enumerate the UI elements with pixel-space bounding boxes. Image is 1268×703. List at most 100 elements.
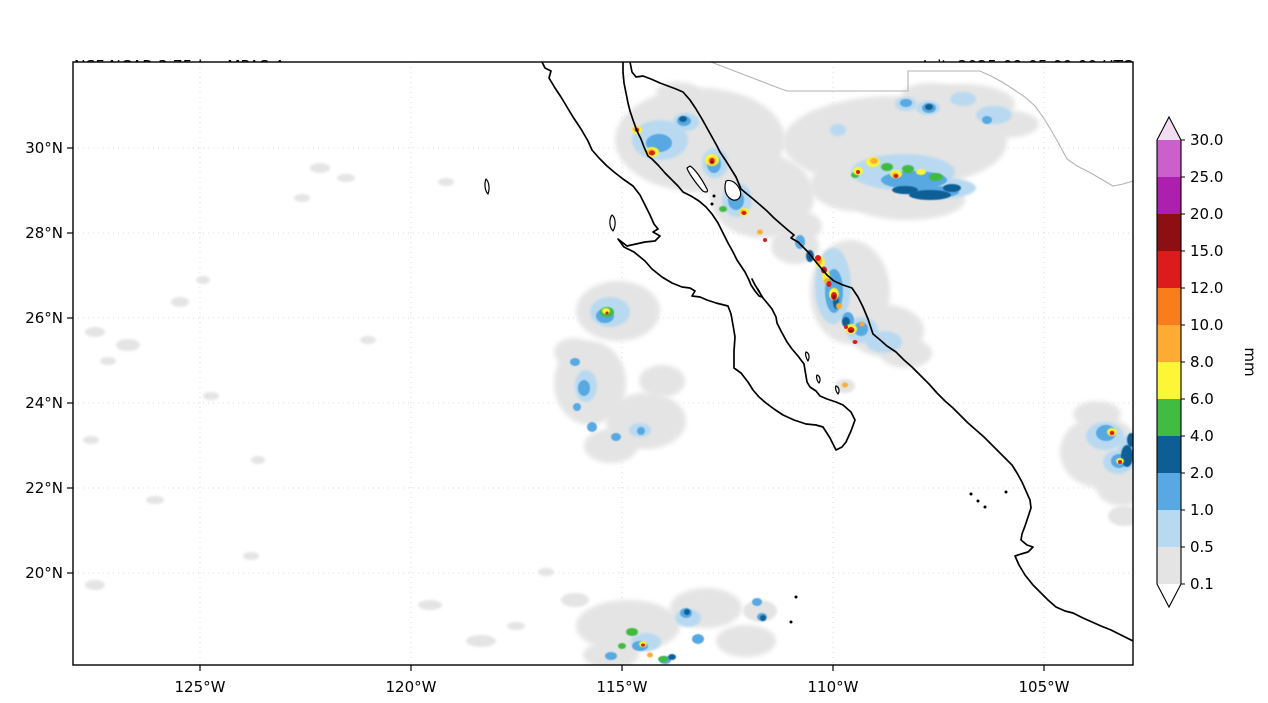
precip-blob bbox=[856, 170, 860, 174]
island-outline bbox=[686, 165, 709, 193]
y-tick-label: 20°N bbox=[25, 564, 63, 582]
precip-blob bbox=[741, 211, 747, 215]
y-tick-label: 28°N bbox=[25, 224, 63, 242]
precip-blob bbox=[584, 429, 638, 463]
precip-blob bbox=[360, 336, 376, 344]
precip-blob bbox=[438, 178, 454, 186]
island-outline bbox=[724, 179, 742, 201]
precip-blob bbox=[679, 116, 687, 122]
colorbar-under-arrow bbox=[1157, 584, 1181, 607]
islet-dot bbox=[969, 492, 973, 496]
precip-blob bbox=[658, 656, 668, 662]
precip-blob bbox=[1108, 506, 1133, 526]
precip-blob bbox=[826, 281, 832, 287]
precip-blob bbox=[656, 82, 700, 102]
precip-blob bbox=[900, 99, 912, 107]
y-tick-label: 26°N bbox=[25, 309, 63, 327]
colorbar-tick-label: 0.5 bbox=[1190, 538, 1214, 556]
island-outline bbox=[805, 351, 810, 362]
colorbar-segment bbox=[1157, 251, 1181, 289]
y-tick-label: 22°N bbox=[25, 479, 63, 497]
island-outline bbox=[609, 214, 616, 232]
precip-blob bbox=[760, 615, 766, 621]
precip-blob bbox=[866, 331, 902, 353]
precip-blob bbox=[243, 552, 259, 560]
precip-blob bbox=[950, 92, 976, 106]
colorbar-tick-label: 30.0 bbox=[1190, 131, 1223, 149]
colorbar-segment bbox=[1157, 325, 1181, 363]
precip-blob bbox=[578, 380, 590, 396]
island-outline bbox=[835, 385, 840, 395]
precip-blob bbox=[605, 311, 609, 315]
colorbar-unit-label: mm bbox=[1241, 347, 1259, 376]
islet-dot bbox=[710, 202, 714, 206]
precip-blob bbox=[618, 643, 626, 649]
precip-blob bbox=[752, 598, 762, 606]
precip-blob bbox=[757, 229, 763, 235]
islet-dot bbox=[789, 620, 793, 624]
x-tick-label: 120°W bbox=[386, 678, 437, 696]
precip-blob bbox=[507, 622, 525, 630]
precip-blob bbox=[836, 303, 842, 309]
precip-blob bbox=[573, 403, 581, 411]
colorbar-tick-label: 8.0 bbox=[1190, 353, 1214, 371]
precip-blob bbox=[716, 625, 776, 657]
precip-blob bbox=[116, 339, 140, 351]
precip-field bbox=[83, 82, 1133, 665]
colorbar-segment bbox=[1157, 436, 1181, 474]
colorbar-tick-label: 1.0 bbox=[1190, 501, 1214, 519]
colorbar-over-arrow bbox=[1157, 117, 1181, 140]
precip-blob bbox=[639, 365, 685, 397]
state-borders bbox=[710, 62, 1133, 187]
precip-blob bbox=[561, 593, 589, 607]
island-outline bbox=[816, 374, 821, 384]
precip-blob bbox=[830, 124, 846, 136]
precip-blob bbox=[925, 104, 933, 110]
precip-blob bbox=[684, 609, 690, 615]
x-axis: 125°W 120°W 115°W 110°W 105°W bbox=[175, 665, 1070, 696]
islet-dot bbox=[983, 505, 987, 509]
x-tick-label: 110°W bbox=[808, 678, 859, 696]
y-tick-label: 30°N bbox=[25, 139, 63, 157]
islet-dot bbox=[712, 194, 716, 198]
precip-blob bbox=[554, 338, 592, 366]
colorbar-tick-label: 6.0 bbox=[1190, 390, 1214, 408]
precip-blob bbox=[1073, 401, 1121, 427]
colorbar-tick-label: 25.0 bbox=[1190, 168, 1223, 186]
precip-blob bbox=[902, 83, 958, 107]
colorbar: 30.0 25.0 20.0 15.0 12.0 10.0 8.0 6.0 4.0 2.0 1.0 0… bbox=[1156, 115, 1259, 609]
precip-blob bbox=[668, 654, 676, 660]
precip-blob bbox=[719, 206, 727, 212]
precip-blob bbox=[854, 322, 868, 336]
precip-blob bbox=[637, 427, 645, 435]
precip-blob bbox=[587, 422, 597, 432]
precip-blob bbox=[859, 321, 865, 327]
precip-blob bbox=[538, 568, 554, 576]
precip-blob bbox=[893, 174, 899, 178]
y-axis: 30°N 28°N 26°N 24°N 22°N 20°N bbox=[25, 139, 73, 582]
precip-blob bbox=[842, 382, 848, 388]
islet-dot bbox=[1004, 490, 1008, 494]
precip-blob bbox=[310, 163, 330, 173]
precip-blob bbox=[611, 433, 621, 441]
precip-blob bbox=[982, 116, 992, 124]
precip-blob bbox=[842, 317, 850, 327]
precip-blob bbox=[466, 635, 496, 647]
colorbar-segment bbox=[1157, 214, 1181, 252]
precip-blob bbox=[605, 652, 617, 660]
precip-blob bbox=[943, 184, 961, 192]
precip-blob bbox=[692, 634, 704, 644]
coastline bbox=[484, 62, 1133, 642]
precip-blob bbox=[710, 160, 714, 164]
colorbar-tick-label: 20.0 bbox=[1190, 205, 1223, 223]
precip-blob bbox=[570, 358, 580, 366]
precip-blob bbox=[337, 174, 355, 182]
precip-blob bbox=[832, 295, 836, 299]
precip-blob bbox=[916, 169, 926, 175]
precip-blob bbox=[743, 600, 777, 622]
colorbar-tick-label: 0.1 bbox=[1190, 575, 1214, 593]
precip-blob bbox=[1127, 433, 1133, 447]
precip-blob bbox=[649, 150, 655, 156]
precip-blob bbox=[849, 329, 853, 333]
precip-blob bbox=[576, 600, 680, 652]
